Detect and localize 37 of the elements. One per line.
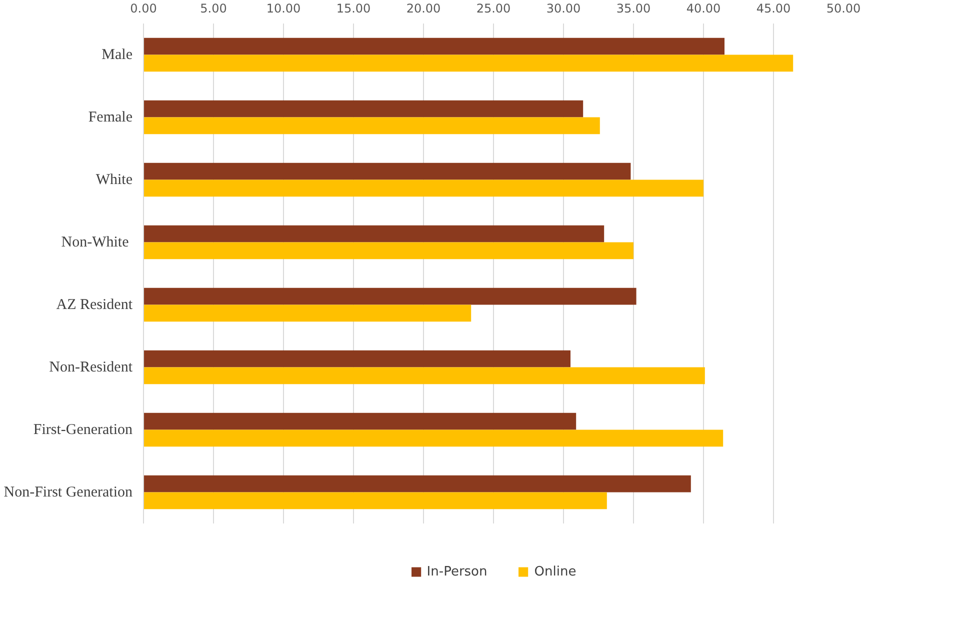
bar — [144, 492, 607, 510]
bar — [144, 180, 704, 197]
bar — [144, 412, 576, 430]
x-tick-label: 45.00 — [756, 2, 791, 16]
bar — [144, 350, 570, 368]
x-tick-label: 50.00 — [826, 2, 861, 16]
bar — [144, 367, 705, 384]
y-tick-label: Female — [88, 109, 133, 126]
bar — [144, 430, 724, 447]
y-tick-label: Male — [102, 46, 133, 63]
y-tick-label: Non-First Generation — [4, 484, 133, 500]
y-tick-label: White — [96, 172, 133, 188]
y-tick-label: AZ Resident — [56, 296, 134, 313]
bar — [144, 304, 472, 322]
x-tick-label: 15.00 — [336, 2, 371, 16]
bar — [144, 242, 634, 260]
x-tick-label: 0.00 — [130, 2, 157, 16]
x-tick-label: 35.00 — [616, 2, 651, 16]
bar — [144, 100, 584, 118]
bar — [144, 475, 691, 492]
bar — [144, 225, 604, 242]
x-tick-label: 25.00 — [476, 2, 511, 16]
y-tick-label: Non-Resident — [49, 359, 134, 376]
bar — [144, 162, 631, 180]
x-tick-label: 30.00 — [546, 2, 581, 16]
x-tick-label: 10.00 — [266, 2, 301, 16]
y-tick-label: First-Generation — [33, 422, 133, 438]
x-tick-label: 5.00 — [200, 2, 227, 16]
bar — [144, 117, 600, 134]
legend-label: In-Person — [426, 564, 488, 579]
x-tick-label: 20.00 — [406, 2, 441, 16]
bar — [144, 54, 794, 72]
x-tick-label: 40.00 — [686, 2, 721, 16]
bar — [144, 38, 724, 55]
legend-label: Online — [534, 564, 576, 579]
bar — [144, 288, 636, 305]
y-tick-label: Non-White — [61, 234, 130, 250]
